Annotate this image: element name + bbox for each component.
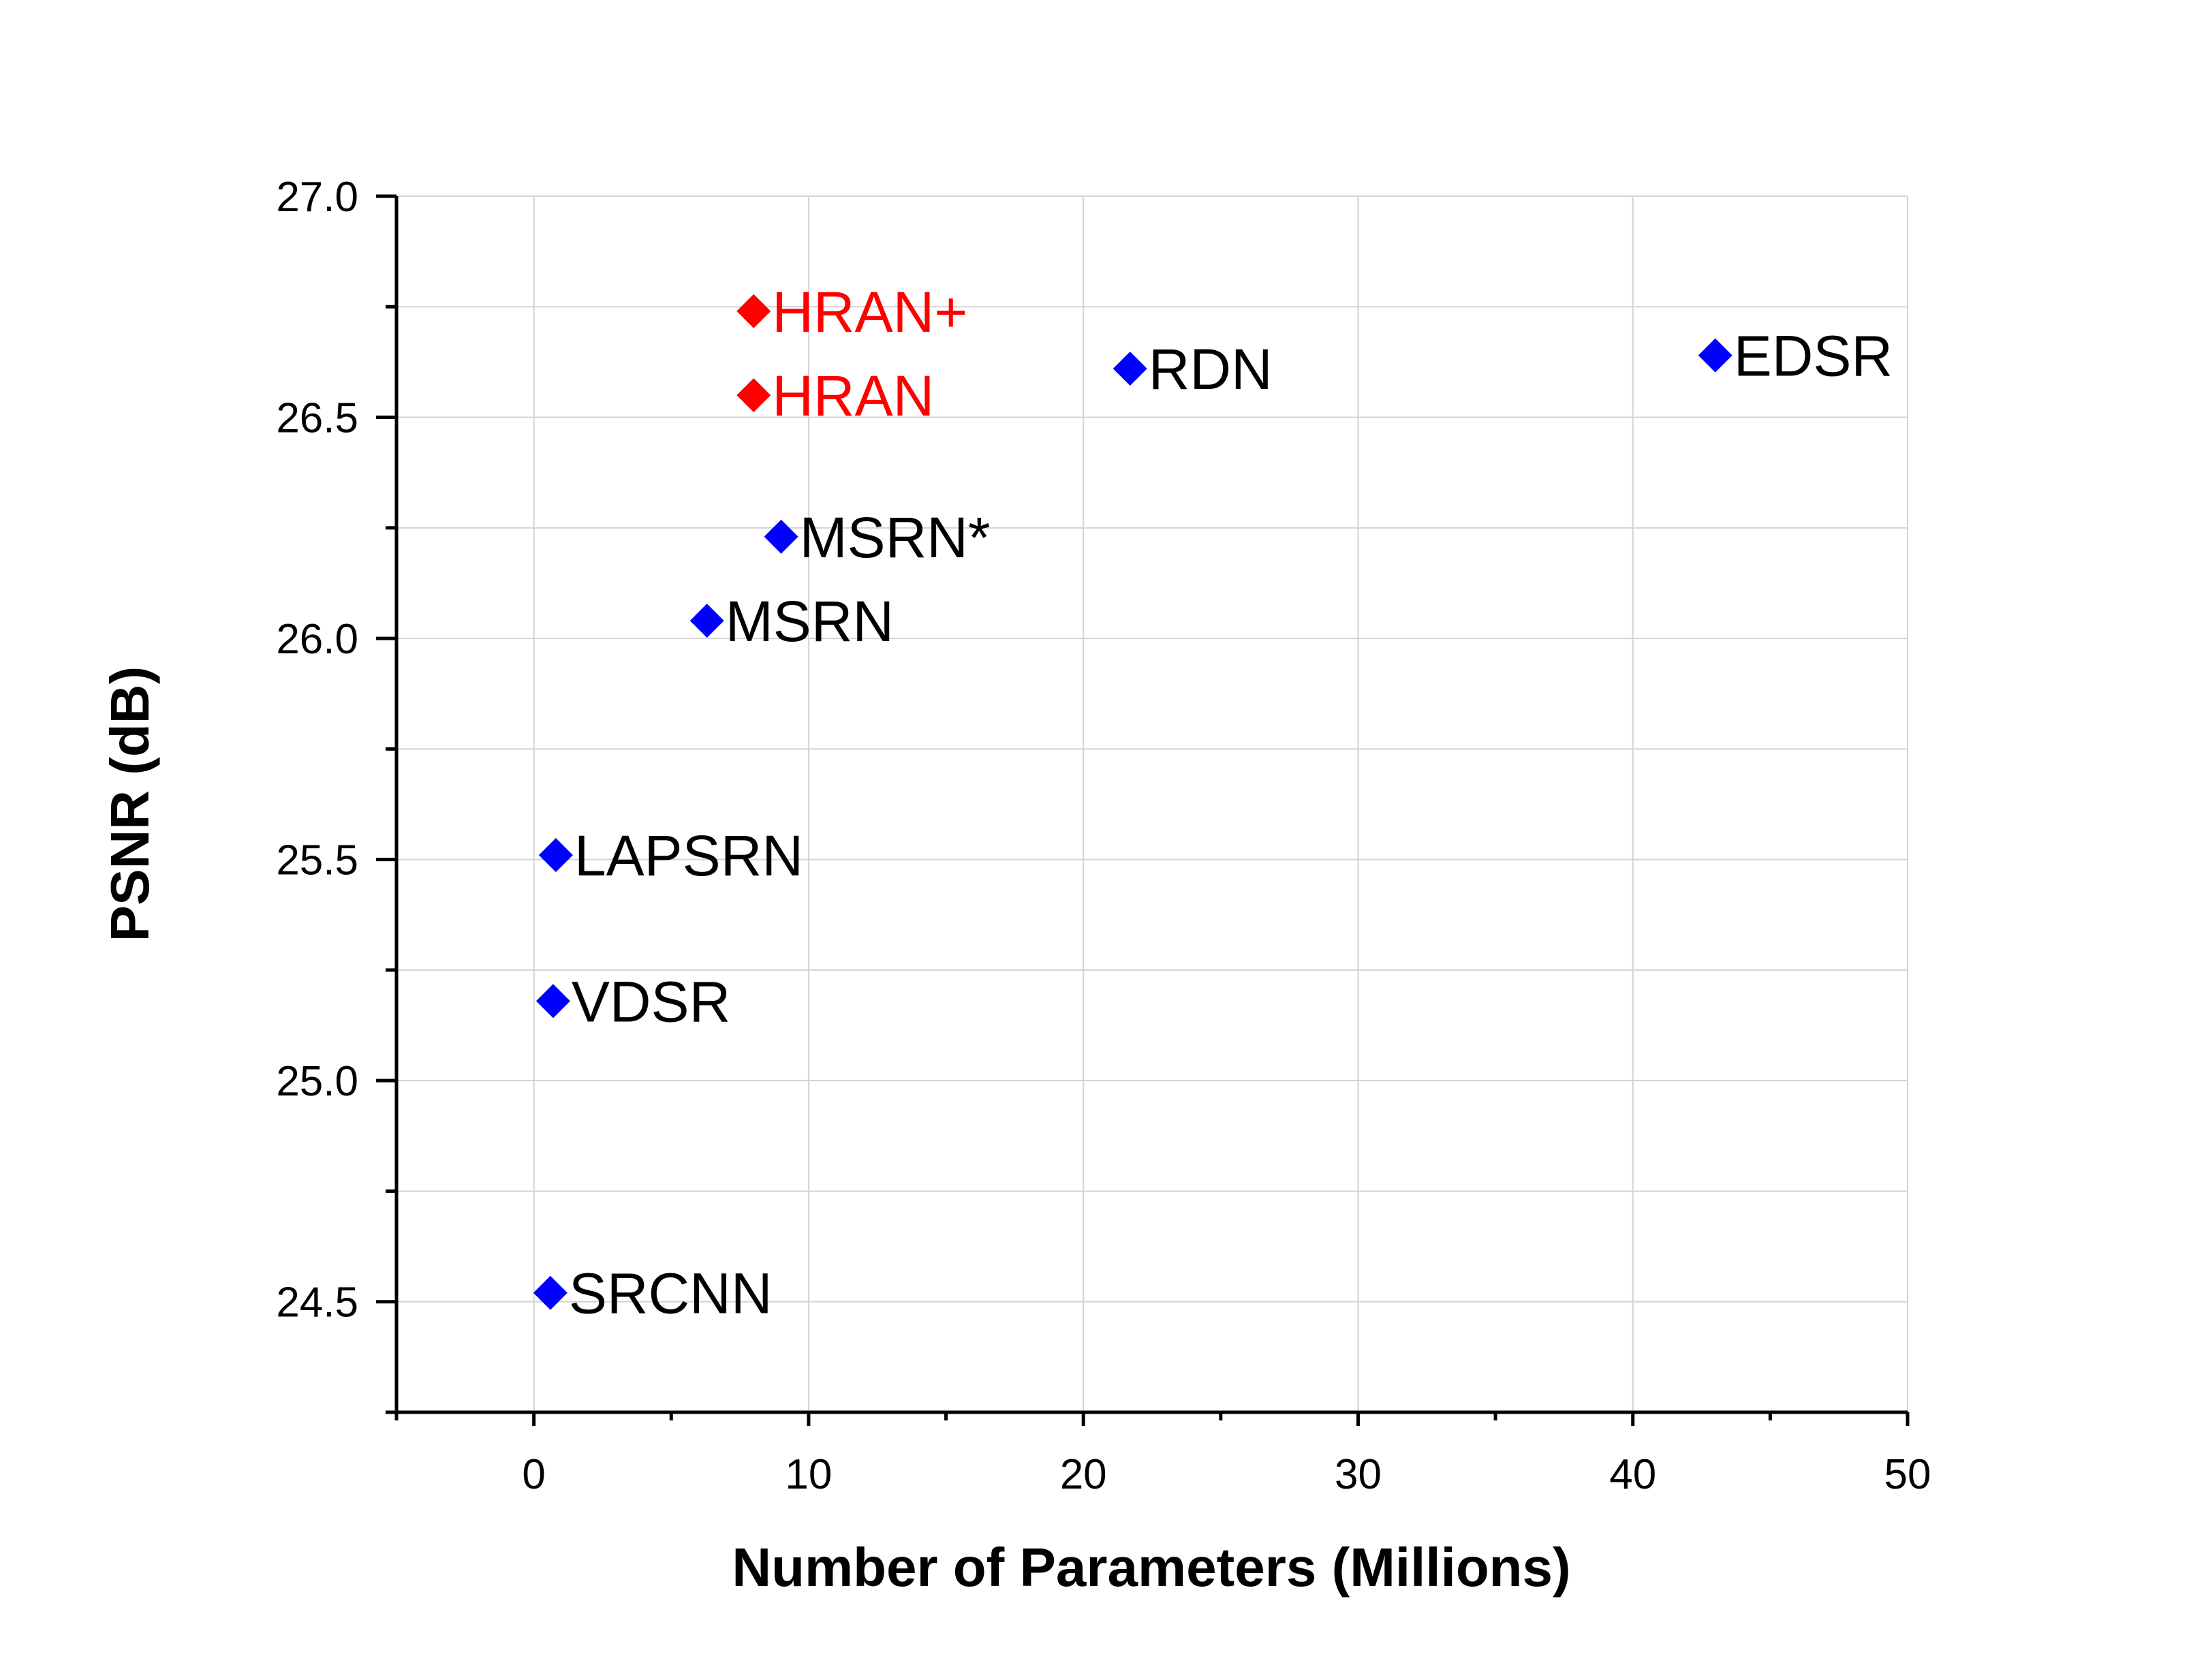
y-tick-label: 25.0 [276,1058,358,1105]
y-tick-label: 24.5 [276,1279,358,1326]
data-point-srcnn [533,1275,568,1310]
point-label-edsr: EDSR [1734,324,1893,388]
point-label-msrn: MSRN* [800,505,991,570]
point-label-msrn: MSRN [726,589,894,653]
data-point-vdsr [535,984,570,1018]
point-label-rdn: RDN [1149,337,1273,401]
data-points [533,294,1732,1310]
data-point-msrn [689,604,724,638]
data-point-hran [736,378,771,413]
data-point-edsr [1698,338,1732,373]
x-axis-title: Number of Parameters (Millions) [732,1537,1570,1598]
data-point-hran [736,294,771,328]
x-tick-label: 40 [1609,1451,1656,1498]
x-tick-label: 0 [522,1451,545,1498]
point-labels: HRAN+ HRAN RDN EDSR MSRN* MSRN LAPSRN VDSR SRCNN [569,280,1893,1326]
data-point-lapsrn [538,838,573,873]
point-label-vdsr: VDSR [572,969,730,1033]
axes [394,196,1908,1414]
x-tick-label: 50 [1884,1451,1931,1498]
data-point-msrn [764,519,798,554]
data-point-rdn [1113,352,1147,386]
y-axis-title: PSNR (dB) [99,666,160,942]
point-label-lapsrn: LAPSRN [574,824,803,888]
x-tick-label: 10 [785,1451,832,1498]
y-tick-label: 26.0 [276,616,358,663]
tick-labels: 0 10 20 30 40 50 24.5 25.0 25.5 26.0 26.5 27.0 [276,174,1931,1498]
point-label-hran: HRAN+ [772,280,967,344]
y-tick-label: 26.5 [276,395,358,442]
y-tick-label: 27.0 [276,174,358,221]
y-tick-label: 25.5 [276,837,358,884]
x-tick-label: 20 [1060,1451,1107,1498]
x-tick-label: 30 [1335,1451,1382,1498]
point-label-srcnn: SRCNN [569,1262,773,1326]
grid-lines [397,196,1908,1412]
tick-marks [376,194,1910,1426]
point-label-hran: HRAN [772,364,934,428]
